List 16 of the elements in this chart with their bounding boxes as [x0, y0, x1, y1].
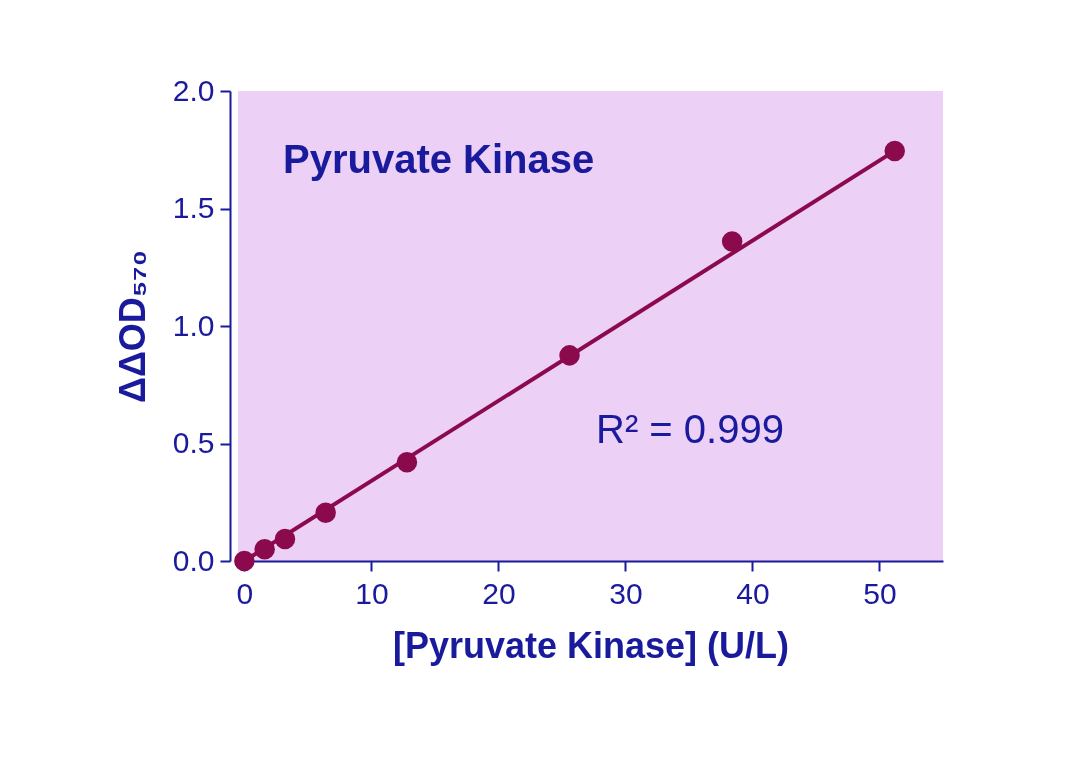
y-tick-label: 0.5	[172, 426, 215, 459]
x-tick-label: 50	[863, 576, 897, 610]
text: Pyruvate Kinase	[283, 137, 595, 181]
x-tick-label: 0	[236, 576, 254, 610]
x-tick-label: 30	[609, 576, 643, 610]
y-tick-label: 1.0	[172, 308, 215, 342]
y-tick-label: 1.5	[172, 191, 215, 224]
point	[721, 231, 743, 252]
y-axis-title: ΔΔOD₅₇₀	[111, 250, 153, 403]
x-tick-label: 20	[482, 576, 516, 610]
annotation: R² = 0.999	[596, 407, 784, 451]
x-axis-title: [Pyruvate Kinase] (U/L)	[392, 624, 790, 666]
x-tick-label: 10	[355, 576, 389, 610]
x-tick-label: 40	[736, 576, 770, 610]
y-tick-label: 0.0	[172, 543, 215, 577]
y-tick-label: 2.0	[172, 73, 215, 107]
